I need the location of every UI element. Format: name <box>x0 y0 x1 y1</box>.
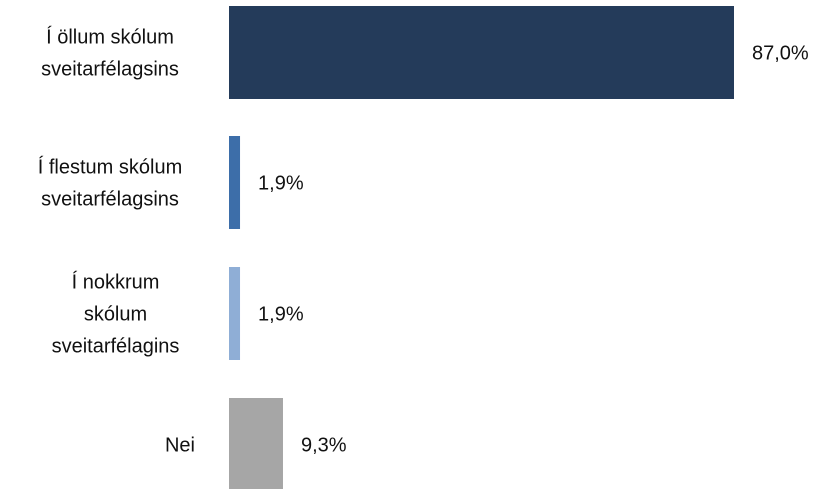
value-label-3: 1,9% <box>258 304 304 326</box>
category-label-line: Í flestum skólum <box>38 156 182 179</box>
value-label-2: 1,9% <box>258 173 304 195</box>
category-label-line: Í nokkrum <box>72 271 160 294</box>
value-label-1: 87,0% <box>752 43 809 65</box>
category-label-1: Í öllum skólum sveitarfélagsins <box>41 26 179 81</box>
bar-4 <box>229 398 283 489</box>
category-label-4: Nei <box>165 435 195 457</box>
category-label-3: Í nokkrum skólum sveitarfélagins <box>52 271 180 358</box>
bars <box>229 6 734 489</box>
category-label-line: sveitarfélagins <box>52 336 180 358</box>
value-label-4: 9,3% <box>301 435 347 457</box>
category-label-line: Í öllum skólum <box>46 26 174 49</box>
bar-3 <box>229 267 241 360</box>
category-label-2: Í flestum skólum sveitarfélagsins <box>38 156 182 211</box>
bar-1 <box>229 6 734 99</box>
category-label-line: Nei <box>165 435 195 457</box>
category-label-line: skólum <box>84 304 147 326</box>
bar-2 <box>229 136 241 229</box>
category-label-line: sveitarfélagsins <box>41 59 179 81</box>
value-labels: 87,0% 1,9% 1,9% 9,3% <box>258 43 809 457</box>
category-label-line: sveitarfélagsins <box>41 189 179 211</box>
